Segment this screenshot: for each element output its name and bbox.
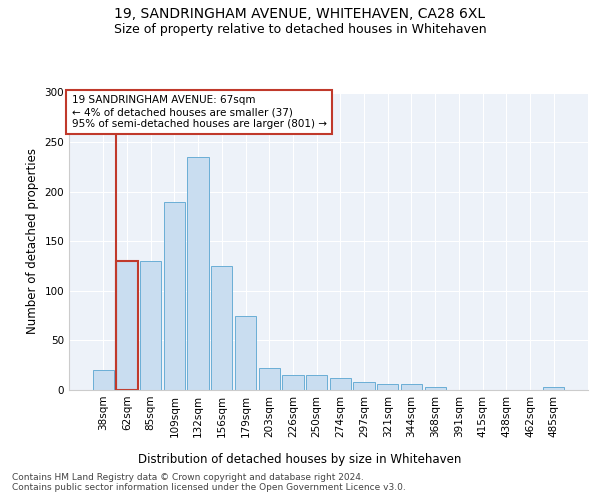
Bar — [140, 261, 161, 390]
Text: 19, SANDRINGHAM AVENUE, WHITEHAVEN, CA28 6XL: 19, SANDRINGHAM AVENUE, WHITEHAVEN, CA28… — [115, 8, 485, 22]
Bar — [306, 375, 328, 390]
Text: Contains HM Land Registry data © Crown copyright and database right 2024.
Contai: Contains HM Land Registry data © Crown c… — [12, 472, 406, 492]
Text: 19 SANDRINGHAM AVENUE: 67sqm
← 4% of detached houses are smaller (37)
95% of sem: 19 SANDRINGHAM AVENUE: 67sqm ← 4% of det… — [71, 96, 326, 128]
Bar — [187, 157, 209, 390]
Bar — [164, 202, 185, 390]
Text: Size of property relative to detached houses in Whitehaven: Size of property relative to detached ho… — [113, 22, 487, 36]
Bar — [401, 384, 422, 390]
Bar — [353, 382, 375, 390]
Bar — [329, 378, 351, 390]
Bar — [259, 368, 280, 390]
Bar — [116, 261, 137, 390]
Bar — [235, 316, 256, 390]
Bar — [425, 387, 446, 390]
Y-axis label: Number of detached properties: Number of detached properties — [26, 148, 39, 334]
Text: Distribution of detached houses by size in Whitehaven: Distribution of detached houses by size … — [139, 452, 461, 466]
Bar — [92, 370, 114, 390]
Bar — [211, 266, 232, 390]
Bar — [377, 384, 398, 390]
Bar — [282, 375, 304, 390]
Bar — [543, 387, 565, 390]
